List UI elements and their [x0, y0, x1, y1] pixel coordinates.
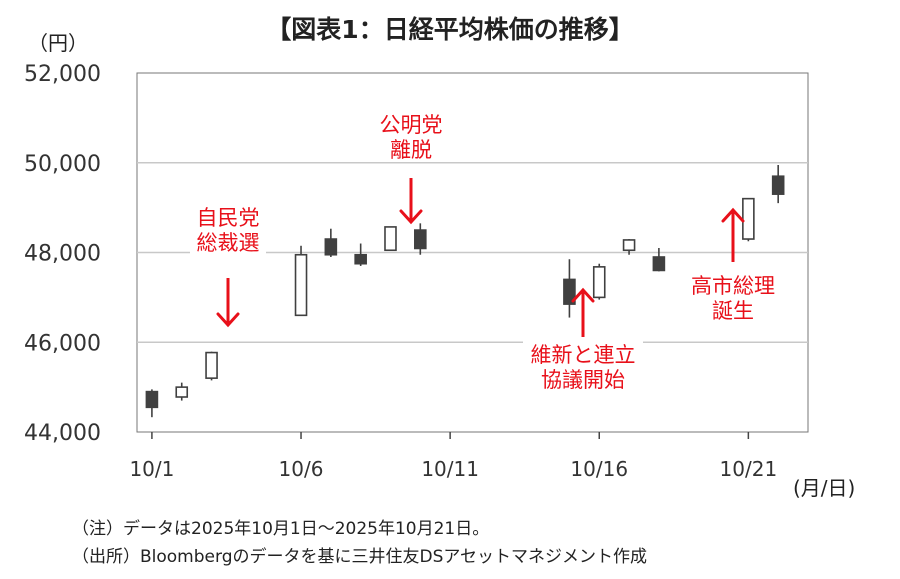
candle-body — [294, 253, 308, 317]
annotation-bg — [684, 271, 782, 298]
annotation-bg — [523, 340, 643, 367]
chart-title: 【図表1：日経平均株価の推移】 — [266, 15, 634, 44]
candle-body — [145, 390, 159, 409]
annotation-label: 誕生 — [712, 299, 754, 323]
candle-body — [622, 239, 636, 252]
annotation-bg — [706, 296, 760, 323]
x-tick-label: 10/21 — [720, 457, 778, 481]
footnote-source: （出所）Bloombergのデータを基に三井住友DSアセットマネジメント作成 — [72, 547, 648, 567]
annotation-label: 自民党 — [197, 206, 260, 230]
annotation-label: 高市総理 — [691, 274, 775, 298]
x-tick-label: 10/6 — [279, 457, 324, 481]
annotation-bg — [190, 203, 266, 230]
annotation-label: 総裁選 — [197, 231, 260, 255]
annotation-bg — [384, 135, 438, 162]
annotation-label: 離脱 — [390, 138, 432, 162]
candle-body — [354, 253, 367, 265]
annotation-arrow-head — [721, 207, 745, 223]
annotation-label: 公明党 — [380, 113, 443, 137]
candle-body — [592, 266, 606, 299]
y-tick-label: 50,000 — [24, 152, 101, 177]
annotation-bg — [190, 228, 266, 255]
x-tick-label: 10/1 — [129, 457, 174, 481]
annotation-arrow-head — [571, 287, 595, 303]
candle-body — [384, 226, 397, 252]
candle-body — [652, 256, 666, 272]
annotation-label: 協議開始 — [541, 368, 625, 392]
candle-body — [414, 229, 427, 250]
candle-body — [205, 351, 218, 379]
candle-body — [324, 238, 338, 256]
y-tick-label: 48,000 — [24, 242, 101, 267]
candle-body — [175, 386, 189, 398]
y-tick-label: 46,000 — [24, 331, 101, 356]
annotation-bg — [373, 110, 449, 137]
y-tick-label: 52,000 — [24, 62, 101, 87]
candle-body — [742, 197, 755, 240]
x-axis-unit: (月/日) — [793, 476, 856, 500]
footnote-note: （注）データは2025年10月1日～2025年10月21日。 — [72, 519, 490, 539]
y-tick-label: 44,000 — [24, 421, 101, 446]
candle-body — [563, 278, 576, 305]
annotation-label: 維新と連立 — [531, 343, 636, 367]
annotation-arrow-head — [216, 312, 240, 328]
x-tick-label: 10/16 — [570, 457, 628, 481]
annotation-arrow-head — [399, 209, 423, 225]
annotation-bg — [534, 365, 632, 392]
candle-body — [771, 175, 785, 195]
y-axis-unit: （円） — [28, 31, 88, 55]
x-tick-label: 10/11 — [421, 457, 479, 481]
